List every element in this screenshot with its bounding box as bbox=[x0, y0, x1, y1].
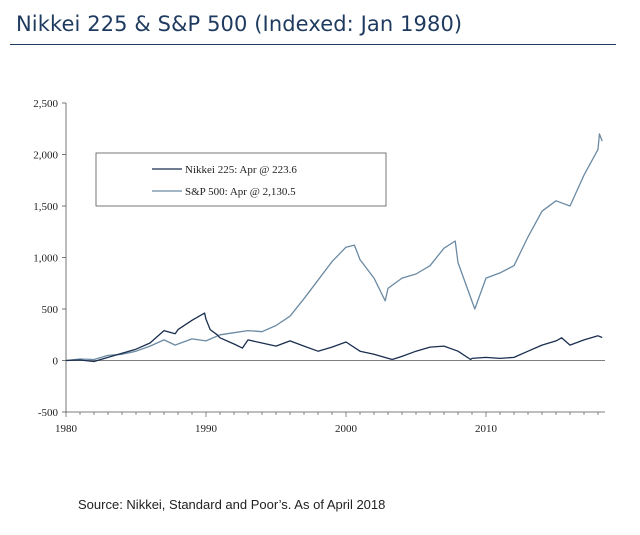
x-tick-label: 1980 bbox=[55, 423, 78, 435]
y-tick-label: 500 bbox=[42, 304, 59, 316]
source-note: Source: Nikkei, Standard and Poor’s. As … bbox=[78, 497, 386, 512]
legend: Nikkei 225: Apr @ 223.6 S&P 500: Apr @ 2… bbox=[95, 152, 387, 207]
x-tick-label: 1990 bbox=[195, 423, 218, 435]
y-tick-label: -500 bbox=[38, 407, 59, 419]
axes: 2,500 2,000 1,500 1,000 500 0 -500 1980 1990 2000… bbox=[33, 98, 605, 435]
y-tick-label: 2,000 bbox=[33, 150, 58, 162]
legend-label-nikkei: Nikkei 225: Apr @ 223.6 bbox=[185, 164, 297, 176]
series-group bbox=[65, 133, 603, 363]
title-divider bbox=[10, 44, 616, 45]
y-tick-label: 0 bbox=[53, 356, 59, 368]
y-tick-label: 2,500 bbox=[33, 98, 58, 110]
page-title: Nikkei 225 & S&P 500 (Indexed: Jan 1980) bbox=[16, 12, 463, 36]
legend-box bbox=[95, 152, 387, 207]
x-tick-label: 2010 bbox=[475, 423, 498, 435]
y-tick-label: 1,000 bbox=[33, 253, 58, 265]
y-tick-label: 1,500 bbox=[33, 201, 58, 213]
legend-label-sp500: S&P 500: Apr @ 2,130.5 bbox=[185, 186, 296, 198]
x-tick-label: 2000 bbox=[335, 423, 358, 435]
series-line-nikkei bbox=[65, 312, 603, 363]
series-line-sp500 bbox=[65, 133, 603, 362]
